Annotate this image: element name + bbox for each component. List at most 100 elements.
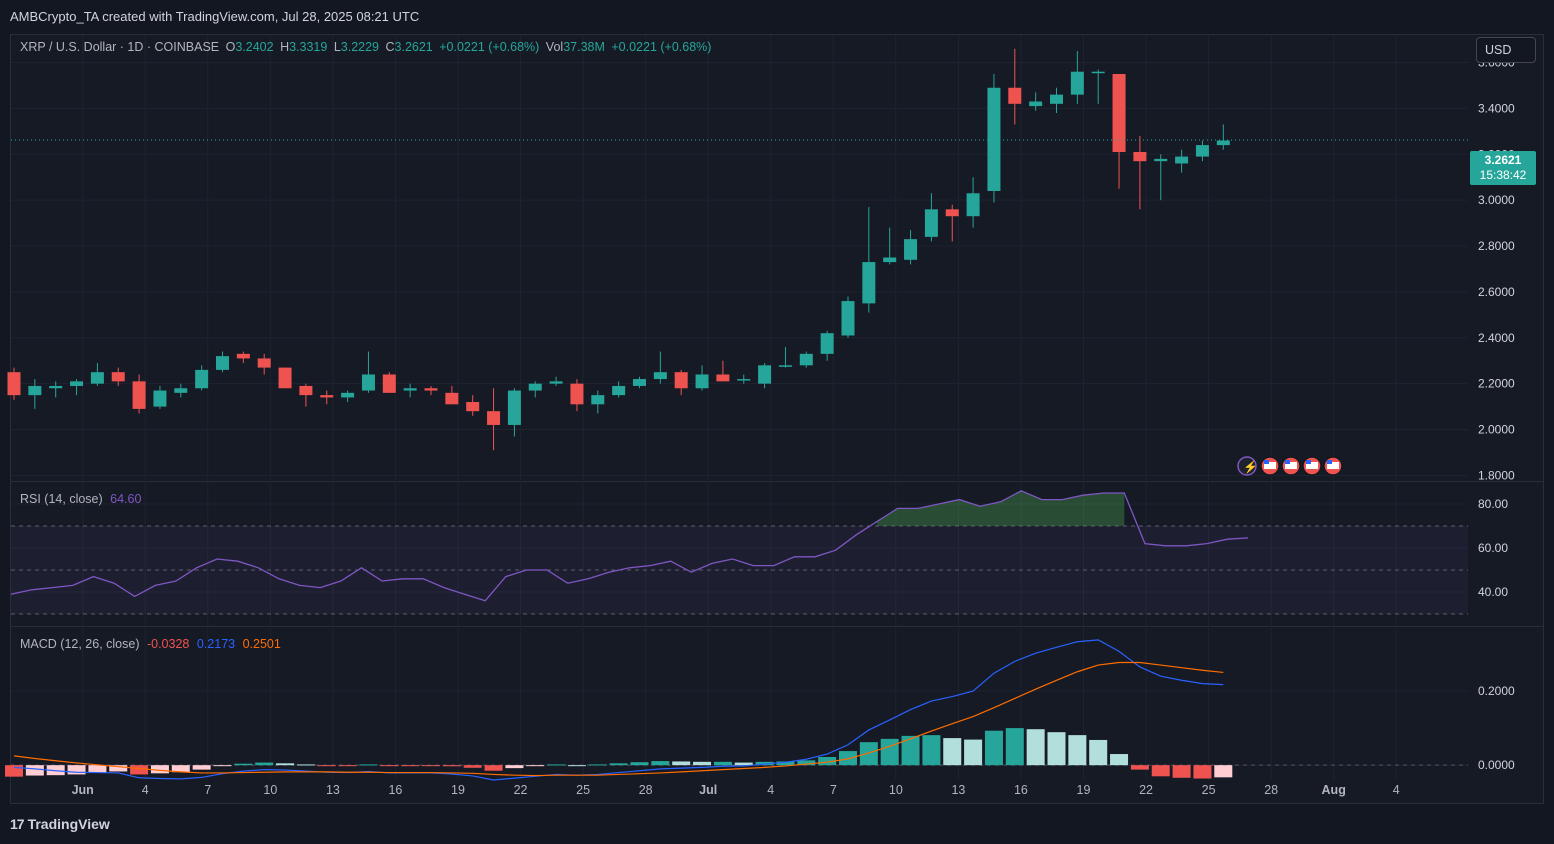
macd-histogram-bar — [839, 751, 857, 766]
macd-histogram-bar — [1214, 765, 1233, 778]
low-value: 3.2229 — [340, 40, 379, 54]
symbol-legend[interactable]: XRP / U.S. Dollar · 1D · COINBASE O3.240… — [20, 40, 714, 54]
candle-body — [236, 353, 250, 359]
candle-body — [966, 193, 980, 217]
candle-body — [403, 388, 417, 391]
rsi-legend[interactable]: RSI (14, close) 64.60 — [20, 492, 141, 506]
price-tick-label: 3.0000 — [1478, 193, 1515, 207]
macd-signal-line — [13, 661, 1224, 777]
macd-histogram-bar — [630, 762, 649, 766]
macd-histogram-bar — [922, 735, 941, 766]
symbol-name[interactable]: XRP / U.S. Dollar · 1D · COINBASE — [20, 40, 220, 54]
macd-line-last: 0.2173 — [196, 637, 236, 651]
candle-body — [758, 365, 772, 384]
candle-body — [945, 209, 959, 217]
tradingview-logo[interactable]: 17 TradingView — [10, 816, 110, 832]
candle-body — [216, 356, 229, 370]
macd-histogram-bar — [1068, 735, 1087, 766]
flag-stripes-icon — [1306, 462, 1318, 469]
macd-tick-label: 0.0000 — [1478, 758, 1515, 772]
x-tick-label: 16 — [388, 783, 402, 797]
high-label: H — [280, 40, 290, 54]
flag-stripes-icon — [1285, 462, 1297, 469]
candle-body — [299, 385, 313, 396]
x-tick-label: 22 — [1139, 783, 1153, 797]
tradingview-brand: TradingView — [27, 816, 110, 832]
macd-hist-last: -0.0328 — [146, 637, 190, 651]
price-tick-label: 2.8000 — [1478, 239, 1515, 253]
macd-histogram-bar — [255, 762, 274, 766]
macd-histogram-bar — [567, 765, 586, 767]
candle-body — [445, 392, 459, 405]
candle-body — [466, 402, 480, 412]
rsi-tick-label: 60.00 — [1478, 541, 1508, 555]
candle-body — [570, 383, 584, 405]
change-value: +0.0221 (+0.68%) — [439, 40, 540, 54]
macd-line — [13, 639, 1224, 781]
macd-histogram-bar — [130, 765, 149, 775]
x-tick-label: 25 — [1202, 783, 1216, 797]
macd-histogram-bar — [818, 757, 837, 766]
low-label: L — [333, 40, 341, 54]
macd-histogram-bar — [192, 765, 211, 770]
macd-histogram-bar — [380, 765, 399, 767]
macd-histogram-bar — [234, 763, 253, 766]
bar-countdown: 15:38:42 — [1479, 168, 1527, 182]
macd-histogram-bar — [213, 765, 232, 767]
price-tick-label: 2.0000 — [1478, 423, 1515, 437]
candle-body — [174, 388, 188, 393]
candle-body — [883, 257, 897, 263]
macd-histogram-bar — [797, 760, 816, 766]
macd-histogram-bar — [901, 735, 920, 766]
macd-histogram-bar — [276, 763, 295, 766]
lightning-glyph-icon: ⚡ — [1243, 460, 1258, 474]
flag-canton-icon — [1306, 460, 1311, 464]
currency-button[interactable]: USD — [1476, 37, 1536, 63]
macd-histogram-bar — [338, 765, 357, 767]
macd-histogram-bar — [463, 765, 482, 768]
x-tick-label: 19 — [1077, 783, 1091, 797]
candle-body — [153, 390, 167, 407]
macd-legend[interactable]: MACD (12, 26, close) -0.0328 0.2173 0.25… — [20, 637, 281, 651]
candle-body — [987, 87, 1001, 191]
x-tick-label: 4 — [1393, 783, 1400, 797]
tradingview-mark-icon: 17 — [10, 816, 25, 832]
x-tick-label: 13 — [951, 783, 965, 797]
candle-body — [674, 372, 688, 389]
volume-change-value: +0.0221 (+0.68%) — [611, 40, 712, 54]
candle-body — [49, 385, 63, 389]
lightning-event-icon[interactable] — [1237, 456, 1257, 476]
candle-body — [1008, 87, 1022, 104]
flag-canton-icon — [1264, 460, 1269, 464]
pane-separator-macd[interactable] — [11, 626, 1543, 627]
macd-histogram-bar — [5, 765, 23, 777]
rsi-overbought-fill — [876, 490, 1125, 526]
macd-histogram-bar — [609, 763, 628, 766]
x-tick-label: Aug — [1322, 783, 1346, 797]
candle-body — [7, 372, 21, 396]
macd-histogram-bar — [1193, 765, 1212, 779]
macd-histogram-bar — [943, 738, 962, 766]
macd-signal-last: 0.2501 — [242, 637, 281, 651]
flag-canton-icon — [1327, 460, 1332, 464]
macd-histogram-bar — [88, 765, 107, 773]
candle-body — [1091, 71, 1105, 74]
macd-histogram-bar — [526, 765, 545, 767]
macd-histogram-bar — [776, 761, 795, 766]
header-bar: AMBCrypto_TA created with TradingView.co… — [0, 0, 1554, 34]
candle-body — [737, 379, 751, 381]
high-value: 3.3319 — [289, 40, 328, 54]
candle-body — [507, 390, 521, 425]
price-tick-label: 3.4000 — [1478, 101, 1515, 115]
candle-body — [549, 381, 563, 384]
open-value: 3.2402 — [235, 40, 274, 54]
candle-body — [1175, 156, 1189, 164]
x-tick-label: 13 — [326, 783, 340, 797]
macd-histogram-bar — [171, 765, 190, 773]
candle-body — [487, 411, 501, 425]
pane-separator-rsi[interactable] — [11, 481, 1543, 482]
macd-histogram-bar — [109, 765, 128, 772]
chart-frame[interactable] — [10, 34, 1544, 804]
candle-body — [820, 333, 834, 354]
